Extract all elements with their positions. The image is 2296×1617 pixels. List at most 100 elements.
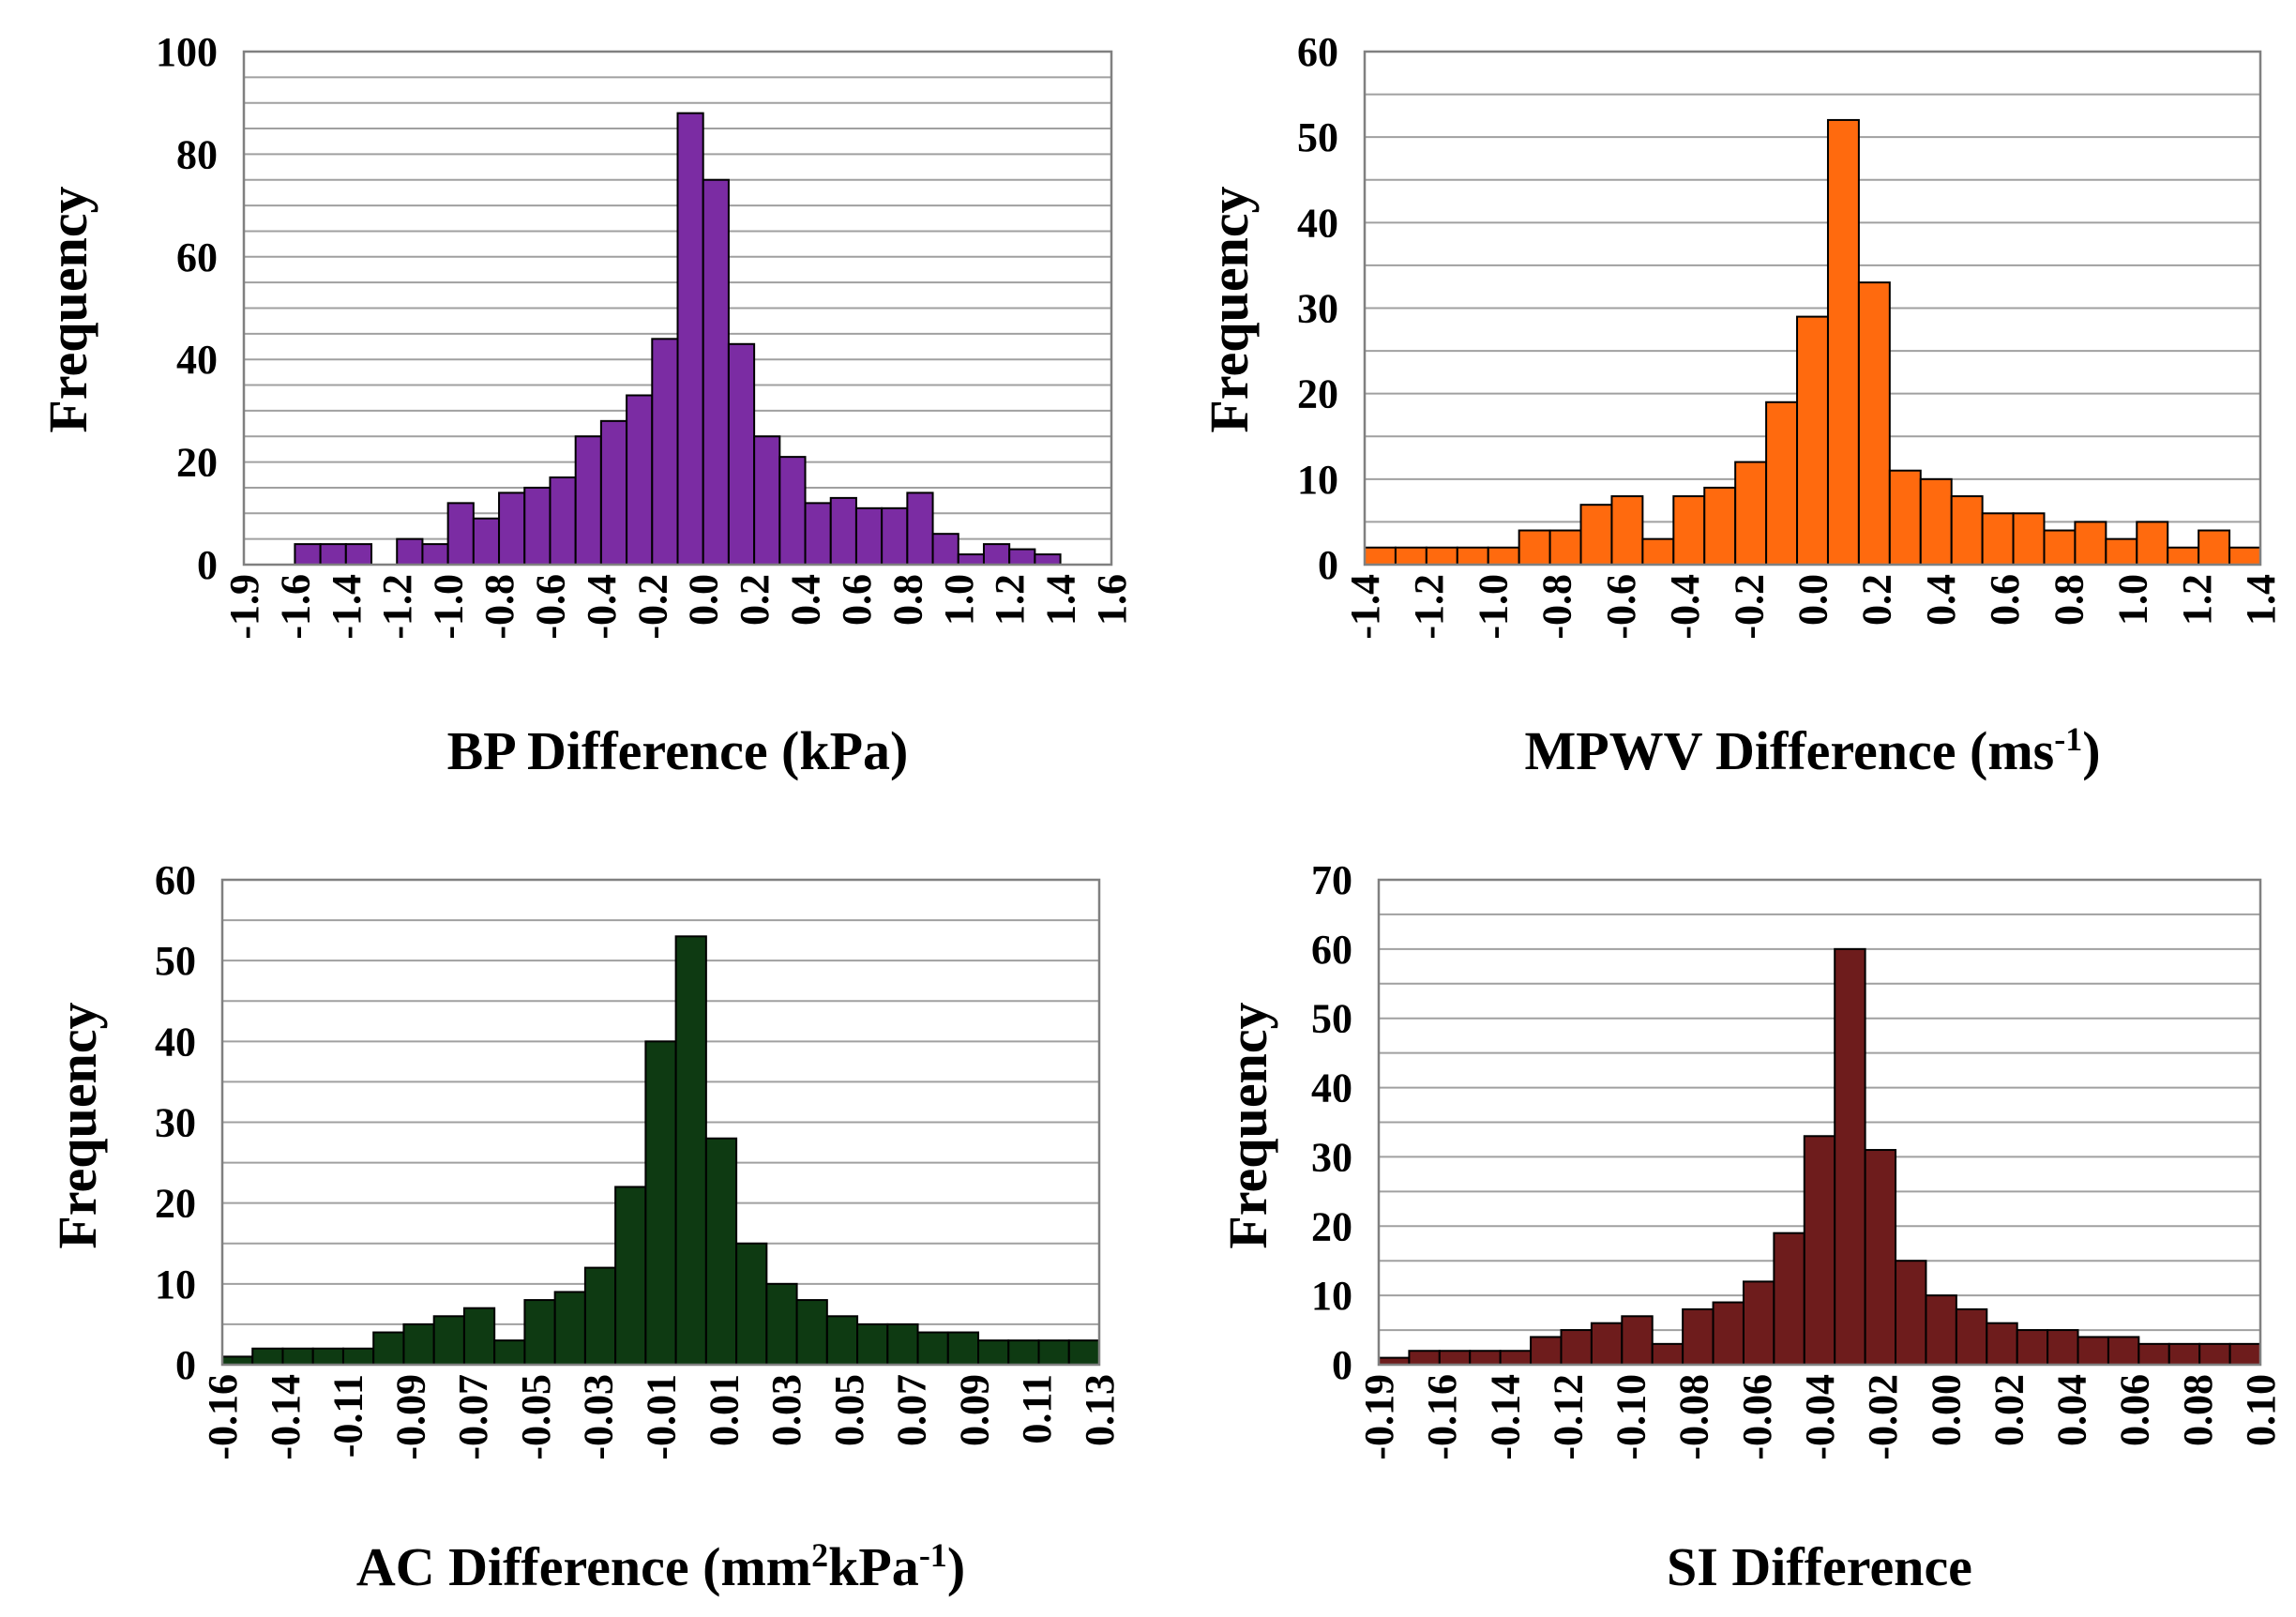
x-tick-label: -1.9 [221, 574, 267, 640]
bar [1864, 1149, 1897, 1366]
x-tick-label: -0.05 [513, 1374, 559, 1460]
y-tick-label: 80 [176, 131, 218, 177]
bar [421, 543, 449, 566]
y-tick-label: 0 [1332, 1342, 1352, 1388]
bar [1734, 461, 1768, 567]
bar [614, 1186, 647, 1367]
bar [1364, 546, 1397, 566]
bar [1641, 537, 1675, 567]
x-tick-label: 0.6 [834, 574, 880, 626]
bar [753, 435, 781, 566]
bar [881, 506, 909, 567]
bar [1672, 495, 1706, 566]
bar [2198, 1342, 2231, 1367]
bar [1499, 1350, 1533, 1366]
bar [778, 456, 807, 567]
x-tick-label: 0.06 [2112, 1374, 2158, 1446]
bar [1803, 1135, 1836, 1367]
y-axis-label: Frequency [1217, 1002, 1278, 1248]
bar [281, 1347, 314, 1367]
bar [856, 1322, 889, 1366]
x-tick-label: 0.0 [1790, 574, 1836, 626]
y-tick-label: 60 [1311, 927, 1352, 973]
chart-si: 0 10 20 30 40 50 60 70 -0.19 -0.16 -0.14 -0.12 -0.10… [1217, 857, 2284, 1597]
x-tick-label: 0.11 [1014, 1374, 1060, 1444]
x-tick-label: 0.09 [951, 1374, 997, 1446]
x-tick-label: -0.16 [1419, 1374, 1465, 1460]
x-tick-label: -0.4 [579, 574, 625, 640]
x-tick-label: -0.01 [639, 1374, 685, 1460]
bar [1548, 529, 1582, 566]
bar [1530, 1336, 1563, 1367]
bar [2198, 529, 2231, 566]
x-tick-label: -0.02 [1860, 1374, 1906, 1460]
y-tick-label: 60 [1297, 29, 1338, 75]
bar [2016, 1329, 2049, 1366]
bar [319, 543, 347, 566]
x-tick-label: 0.02 [1986, 1374, 2032, 1446]
bar [2168, 1342, 2201, 1367]
bar [804, 502, 832, 566]
bar [1742, 1280, 1775, 1367]
bar [402, 1322, 435, 1366]
bar [1067, 1339, 1101, 1367]
x-tick-label: 0.03 [763, 1374, 809, 1446]
bar [1579, 504, 1613, 567]
x-tick-label: -0.2 [629, 574, 675, 640]
bar [626, 394, 654, 566]
x-tick-label: -0.14 [263, 1374, 309, 1460]
bar [1981, 512, 2015, 566]
bar [1765, 400, 1799, 566]
y-tick-label: 10 [1297, 457, 1338, 503]
bar [1888, 469, 1922, 567]
bar [553, 1291, 586, 1366]
bar [1438, 1350, 1472, 1366]
bar [1919, 477, 1953, 567]
x-tick-label: 1.2 [2174, 574, 2220, 626]
bar [1008, 548, 1036, 567]
x-tick-label: -1.4 [324, 574, 370, 640]
bar [702, 178, 730, 566]
x-tick-label: 0.0 [681, 574, 727, 626]
x-tick-label: 0.01 [701, 1374, 747, 1446]
y-tick-label: 20 [1297, 371, 1338, 417]
bar [1986, 1322, 2018, 1366]
bar [462, 1307, 496, 1367]
y-tick-label: 10 [155, 1262, 196, 1307]
x-tick-label: -0.12 [1545, 1374, 1591, 1460]
x-tick-label: 0.8 [2046, 574, 2092, 626]
bar [1007, 1339, 1040, 1367]
bar [977, 1339, 1010, 1367]
bar [341, 1347, 375, 1367]
x-tick-label: -0.04 [1797, 1374, 1843, 1460]
bar [574, 435, 602, 566]
bar [957, 553, 985, 566]
x-tick-label: -0.07 [450, 1374, 496, 1460]
y-tick-label: 40 [1297, 200, 1338, 246]
bar [2107, 1336, 2140, 1367]
bar [523, 1299, 556, 1366]
bar [829, 496, 857, 567]
bar [982, 543, 1011, 566]
x-tick-label: 0.2 [732, 574, 778, 626]
x-tick-label: 1.4 [2238, 574, 2284, 626]
bar [1834, 947, 1866, 1366]
bar [1955, 1307, 1988, 1367]
plot-frame [1363, 50, 2262, 567]
bar [498, 491, 526, 566]
bar [599, 419, 628, 566]
y-tick-label: 60 [176, 234, 218, 280]
bar [1703, 486, 1737, 567]
y-tick-label: 40 [176, 337, 218, 383]
x-tick-label: -1.2 [1406, 574, 1452, 640]
bar [2228, 1342, 2261, 1367]
bar [472, 517, 501, 567]
bar [1610, 495, 1644, 566]
y-tick-label: 0 [175, 1342, 196, 1388]
x-axis-label: SI Difference [1667, 1536, 1972, 1597]
bar [523, 486, 551, 567]
bar [2228, 546, 2261, 566]
bar [1621, 1315, 1654, 1367]
y-tick-label: 0 [197, 542, 218, 588]
